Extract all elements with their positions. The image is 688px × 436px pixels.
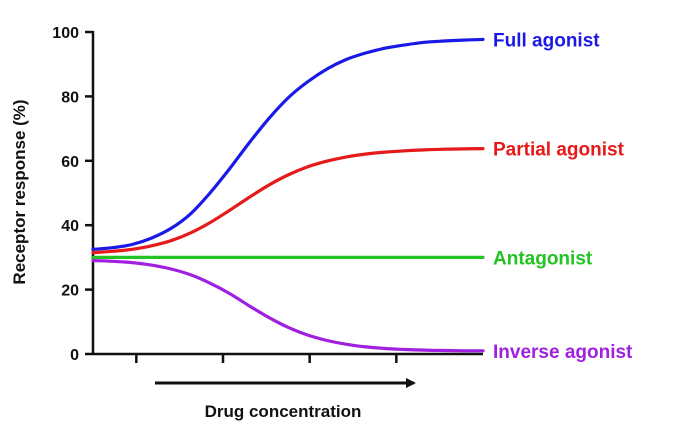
- series-labels: Full agonist Partial agonist Antagonist Inv…: [493, 30, 633, 362]
- series-label-inverse-agonist: Inverse agonist: [493, 342, 633, 363]
- series-line-full-agonist: [91, 37, 485, 251]
- series-line-inverse-agonist: [91, 259, 485, 353]
- y-tick-label-20: 20: [61, 283, 79, 300]
- x-axis-title: Drug concentration: [205, 402, 362, 421]
- x-axis: [93, 352, 483, 363]
- y-axis-title: Receptor response (%): [10, 99, 29, 284]
- y-tick-label-100: 100: [52, 25, 79, 42]
- y-tick-label-40: 40: [61, 218, 79, 235]
- series-line-partial-agonist: [91, 147, 485, 255]
- series-label-full-agonist: Full agonist: [493, 30, 600, 51]
- series-lines: [91, 37, 485, 353]
- y-tick-label-60: 60: [61, 154, 79, 171]
- y-tick-label-0: 0: [70, 347, 79, 364]
- y-axis: 0 20 40 60 80 100: [52, 25, 95, 364]
- series-label-partial-agonist: Partial agonist: [493, 140, 625, 161]
- series-label-antagonist: Antagonist: [493, 248, 593, 269]
- y-tick-label-80: 80: [61, 89, 79, 106]
